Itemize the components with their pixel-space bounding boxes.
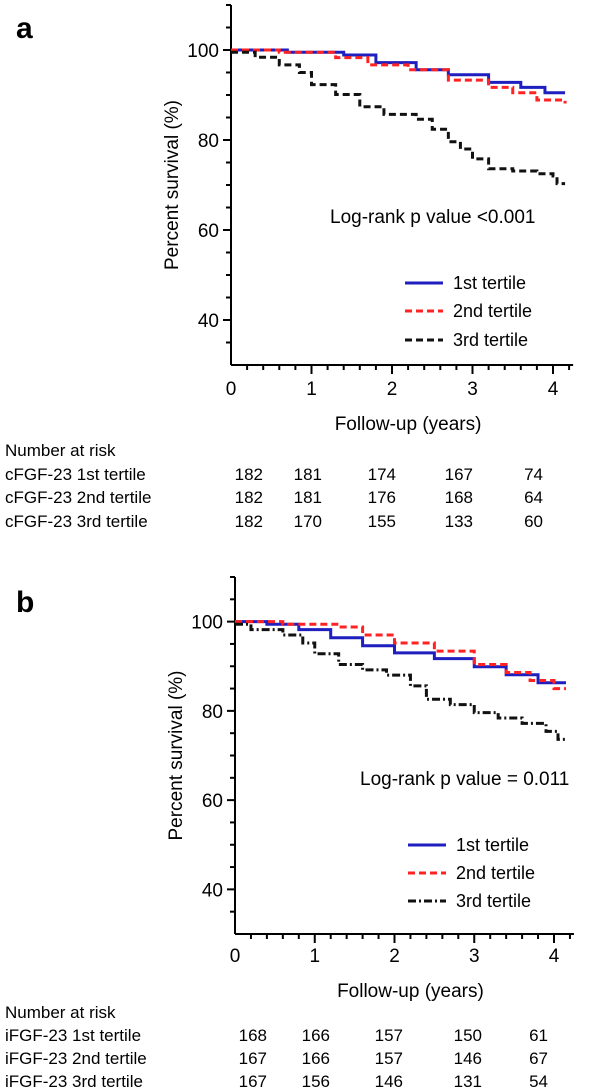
risk-count: 131 [453, 1072, 482, 1091]
risk-count: 61 [529, 1026, 548, 1045]
series-line-2 [231, 48, 567, 104]
x-tick-label: 4 [548, 379, 559, 400]
risk-row-label: cFGF-23 1st tertile [5, 465, 146, 484]
series-line-3 [235, 622, 566, 741]
legend-label-3: 3rd tertile [453, 330, 528, 350]
risk-count: 181 [293, 488, 322, 507]
risk-count: 167 [444, 465, 473, 484]
x-tick-label: 1 [309, 946, 320, 967]
x-tick-label: 4 [549, 946, 560, 967]
risk-table-title: Number at risk [5, 441, 116, 460]
risk-count: 146 [453, 1049, 482, 1068]
series-line-1 [231, 48, 566, 95]
risk-count: 54 [529, 1072, 548, 1091]
risk-count: 157 [374, 1049, 403, 1068]
series-line-2 [235, 620, 566, 691]
x-axis-label: Follow-up (years) [335, 414, 482, 435]
risk-count: 182 [234, 488, 263, 507]
risk-count: 167 [238, 1072, 267, 1091]
risk-count: 170 [293, 512, 322, 531]
y-tick-label: 100 [187, 41, 219, 62]
x-axis-label: Follow-up (years) [337, 981, 484, 1002]
series-line-3 [231, 50, 566, 186]
y-tick-label: 100 [191, 613, 223, 634]
risk-row-label: iFGF-23 2nd tertile [5, 1049, 147, 1068]
risk-count: 64 [524, 488, 543, 507]
legend-label-2: 2nd tertile [453, 301, 532, 321]
y-axis-label: Percent survival (%) [166, 671, 187, 841]
y-tick-label: 80 [202, 702, 223, 723]
y-axis-label: Percent survival (%) [162, 100, 183, 270]
risk-count: 166 [301, 1026, 330, 1045]
legend-label-1: 1st tertile [453, 273, 526, 293]
risk-count: 146 [374, 1072, 403, 1091]
risk-count: 182 [234, 512, 263, 531]
y-tick-label: 60 [202, 791, 223, 812]
x-tick-label: 0 [230, 946, 241, 967]
panel-label: b [16, 586, 34, 619]
risk-count: 182 [234, 465, 263, 484]
legend-label-3: 3rd tertile [456, 891, 531, 911]
x-tick-label: 2 [389, 946, 400, 967]
risk-count: 150 [453, 1026, 482, 1045]
log-rank-annotation: Log-rank p value <0.001 [330, 207, 535, 228]
x-tick-label: 0 [226, 379, 237, 400]
x-tick-label: 2 [387, 379, 398, 400]
risk-count: 168 [444, 488, 473, 507]
x-tick-label: 1 [306, 379, 317, 400]
risk-count: 168 [238, 1026, 267, 1045]
risk-count: 157 [374, 1026, 403, 1045]
risk-row-label: cFGF-23 2nd tertile [5, 488, 152, 507]
legend-label-2: 2nd tertile [456, 863, 535, 883]
risk-row-label: iFGF-23 3rd tertile [5, 1072, 143, 1091]
risk-count: 67 [529, 1049, 548, 1068]
x-tick-label: 3 [469, 946, 480, 967]
risk-count: 74 [524, 465, 543, 484]
risk-count: 181 [293, 465, 322, 484]
risk-count: 155 [367, 512, 396, 531]
y-tick-label: 60 [198, 221, 219, 242]
risk-count: 60 [524, 512, 543, 531]
log-rank-annotation: Log-rank p value = 0.011 [360, 769, 569, 790]
x-tick-label: 3 [467, 379, 478, 400]
risk-count: 167 [238, 1049, 267, 1068]
y-tick-label: 40 [202, 880, 223, 901]
panel-label: a [16, 12, 33, 45]
risk-count: 133 [444, 512, 473, 531]
risk-count: 156 [301, 1072, 330, 1091]
risk-count: 174 [367, 465, 396, 484]
risk-row-label: cFGF-23 3rd tertile [5, 512, 148, 531]
risk-row-label: iFGF-23 1st tertile [5, 1026, 142, 1045]
risk-count: 176 [367, 488, 396, 507]
legend-label-1: 1st tertile [456, 835, 529, 855]
y-tick-label: 40 [198, 311, 219, 332]
y-tick-label: 80 [198, 131, 219, 152]
risk-count: 166 [301, 1049, 330, 1068]
risk-table-title: Number at risk [5, 1003, 116, 1022]
